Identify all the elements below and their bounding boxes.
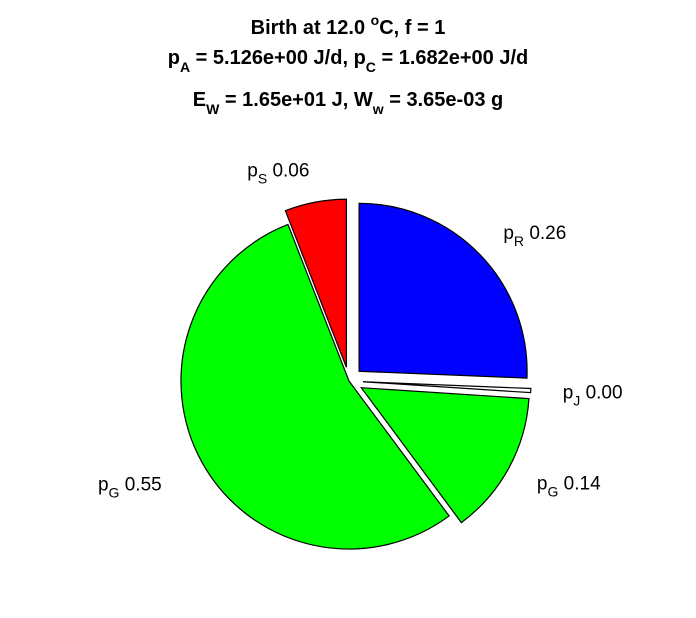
slice-label-pr: pR 0.26 bbox=[503, 223, 566, 249]
slice-pg-small bbox=[360, 387, 530, 524]
slice-pg-large bbox=[180, 223, 450, 550]
title-line-2: pA = 5.126e+00 J/d, pC = 1.682e+00 J/d bbox=[168, 47, 529, 75]
pie-labels: pR 0.26 pJ 0.00 pG 0.14 pG 0.55 pS 0.06 bbox=[98, 161, 623, 501]
slice-ps bbox=[284, 198, 348, 368]
slice-pj bbox=[362, 381, 532, 394]
pie-slices bbox=[180, 198, 532, 550]
slice-label-pj: pJ 0.00 bbox=[563, 382, 623, 408]
slice-label-pg-large: pG 0.55 bbox=[98, 475, 162, 501]
slice-label-ps: pS 0.06 bbox=[247, 161, 309, 187]
title-line-3: EW = 1.65e+01 J, Ww = 3.65e-03 g bbox=[193, 89, 503, 117]
slice-label-pg-small: pG 0.14 bbox=[537, 473, 601, 499]
slice-pr bbox=[358, 202, 528, 379]
title-line-1: Birth at 12.0 oC, f = 1 bbox=[251, 12, 446, 39]
